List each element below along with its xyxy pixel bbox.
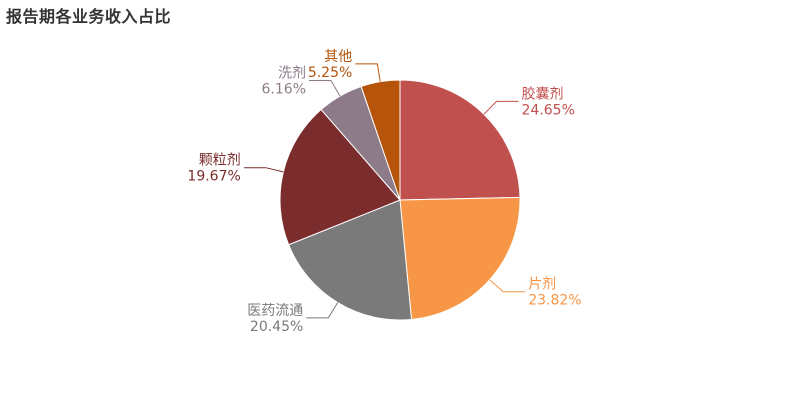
slice-percent-label-4: 6.16% xyxy=(262,82,306,98)
slice-name-label-0: 胶囊剂 xyxy=(522,85,564,102)
leader-line-1 xyxy=(489,279,526,293)
pie-slice-2[interactable] xyxy=(287,199,413,321)
slice-name-label-1: 片剂 xyxy=(528,277,556,293)
slice-name-label-5: 其他 xyxy=(324,49,352,65)
pie-slice-1[interactable] xyxy=(399,196,521,320)
pie-slice-0[interactable] xyxy=(399,79,521,201)
leader-line-0 xyxy=(483,100,519,115)
slice-percent-label-0: 24.65% xyxy=(522,102,575,118)
pie-slice-5[interactable] xyxy=(360,79,401,201)
leader-line-3 xyxy=(243,167,284,173)
chart-title: 报告期各业务收入占比 xyxy=(6,7,172,26)
leader-line-2 xyxy=(306,302,339,319)
slice-percent-label-5: 5.25% xyxy=(308,65,352,81)
slice-percent-label-2: 20.45% xyxy=(250,319,303,335)
pie-slice-3[interactable] xyxy=(279,108,401,246)
slice-name-label-2: 医药流通 xyxy=(247,303,303,319)
leader-line-4 xyxy=(309,80,341,97)
leader-line-5 xyxy=(355,63,381,82)
slice-percent-label-1: 23.82% xyxy=(528,293,581,309)
slice-name-label-3: 颗粒剂 xyxy=(199,153,241,169)
slice-percent-label-3: 19.67% xyxy=(187,169,240,185)
slice-name-label-4: 洗剂 xyxy=(278,66,306,82)
